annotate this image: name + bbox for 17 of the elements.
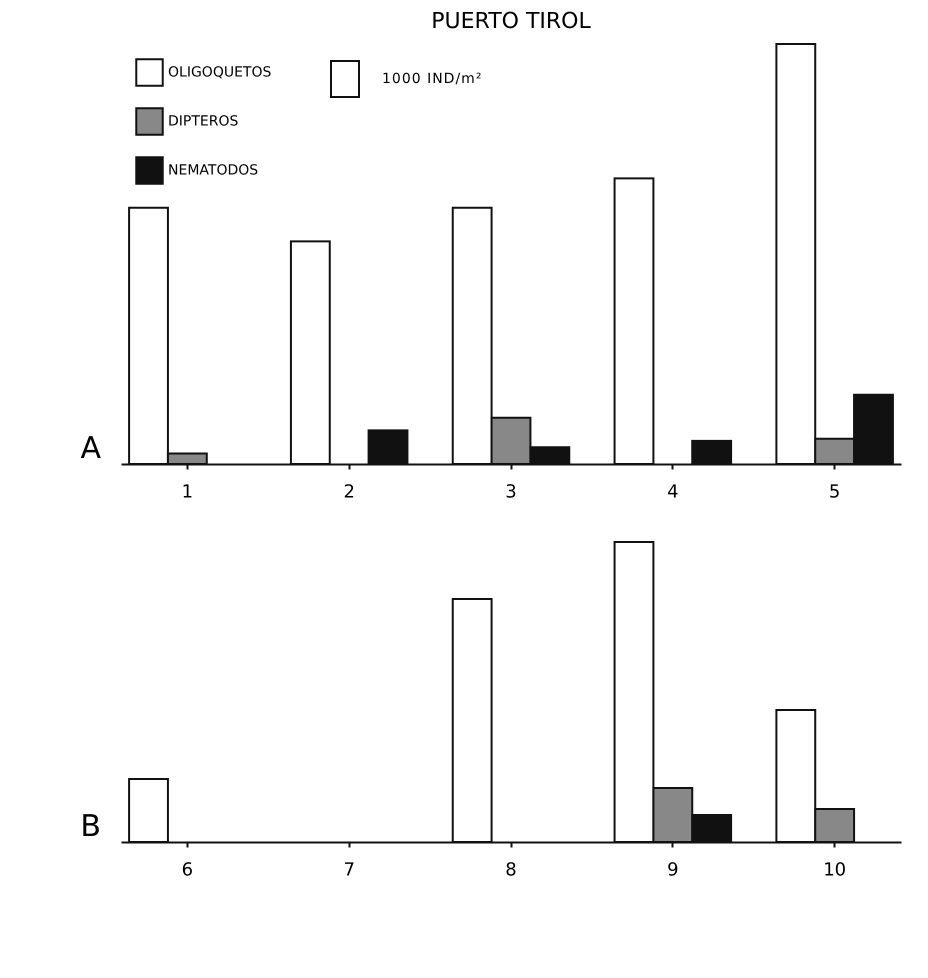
x-tick-label: 4 [667, 482, 679, 502]
x-tick-label: 6 [182, 860, 194, 880]
x-tick-label: 10 [823, 860, 846, 880]
x-tick-label: 5 [828, 482, 840, 502]
x-tick-label: 3 [505, 482, 517, 502]
x-tick-label: 1 [182, 482, 194, 502]
x-tick-label: 8 [505, 860, 517, 880]
legend-label: DIPTEROS [168, 114, 238, 130]
x-tick-label: 7 [343, 860, 355, 880]
y-axis-title: B [80, 809, 101, 844]
y-axis-title: A [80, 431, 102, 466]
chart-title: PUERTO TIROL [431, 9, 592, 34]
x-tick-label: 2 [343, 482, 355, 502]
x-tick-label: 9 [667, 860, 679, 880]
legend-label: NEMATODOS [168, 162, 258, 178]
legend-label: OLIGOQUETOS [168, 64, 272, 80]
annotation: 1000 IND/m² [382, 71, 482, 87]
